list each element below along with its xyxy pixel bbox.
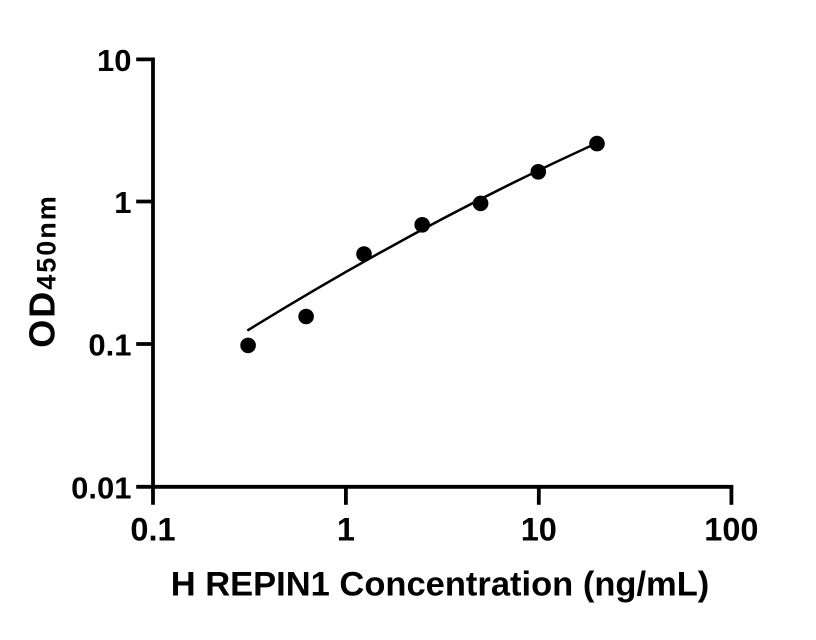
svg-text:10: 10 xyxy=(521,512,557,548)
svg-text:1: 1 xyxy=(337,512,355,548)
svg-text:10: 10 xyxy=(97,43,131,78)
svg-text:0.01: 0.01 xyxy=(71,470,131,505)
svg-text:H REPIN1 Concentration (ng/mL): H REPIN1 Concentration (ng/mL) xyxy=(171,565,710,603)
svg-text:0.1: 0.1 xyxy=(130,512,175,548)
svg-text:100: 100 xyxy=(704,512,758,548)
svg-text:1: 1 xyxy=(114,185,131,220)
svg-text:0.1: 0.1 xyxy=(88,328,131,363)
